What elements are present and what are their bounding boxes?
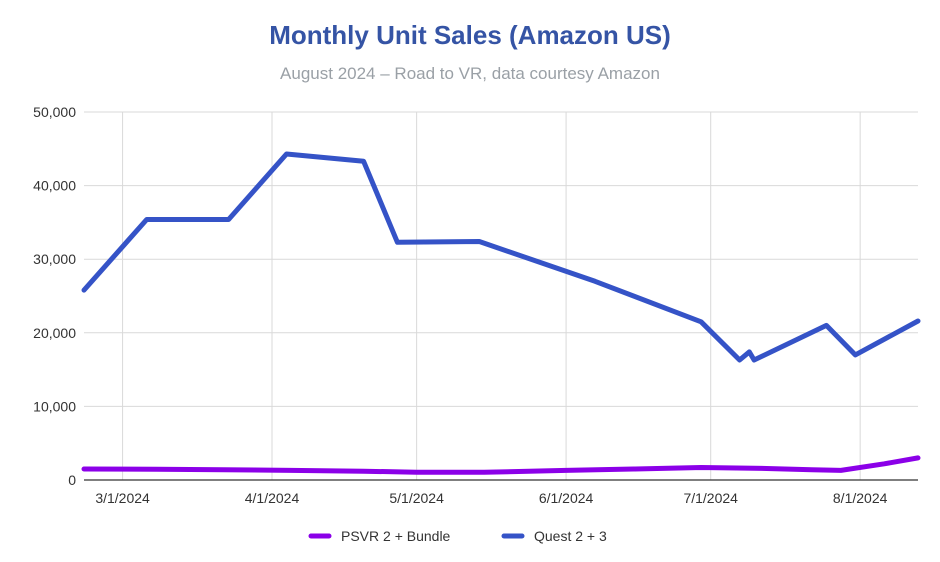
data-point xyxy=(395,240,400,245)
x-tick-label: 4/1/2024 xyxy=(245,490,300,506)
data-point xyxy=(593,279,598,284)
y-tick-label: 10,000 xyxy=(33,398,76,414)
data-point xyxy=(809,467,814,472)
legend: PSVR 2 + Bundle Quest 2 + 3 xyxy=(308,528,607,544)
x-tick-label: 7/1/2024 xyxy=(683,490,738,506)
data-point xyxy=(631,467,636,472)
data-point xyxy=(82,288,87,293)
data-point xyxy=(221,467,226,472)
data-point xyxy=(882,461,887,466)
y-tick-label: 0 xyxy=(68,472,76,488)
data-point xyxy=(752,358,757,363)
data-point xyxy=(82,467,87,472)
series-line-1 xyxy=(81,455,921,475)
y-tick-label: 40,000 xyxy=(33,178,76,194)
data-point xyxy=(144,217,149,222)
y-tick-label: 30,000 xyxy=(33,251,76,267)
data-point xyxy=(853,352,858,357)
data-point xyxy=(824,323,829,328)
data-point xyxy=(226,217,231,222)
y-tick-label: 50,000 xyxy=(33,104,76,120)
data-point xyxy=(477,239,482,244)
y-axis-ticks: 0 10,000 20,000 30,000 40,000 50,000 xyxy=(33,104,76,488)
data-point xyxy=(564,468,569,473)
data-point xyxy=(737,358,742,363)
series-lines xyxy=(81,151,921,475)
chart-title: Monthly Unit Sales (Amazon US) xyxy=(269,20,671,50)
data-point xyxy=(916,319,921,324)
data-point xyxy=(289,468,294,473)
data-point xyxy=(838,468,843,473)
data-point xyxy=(752,466,757,471)
data-point xyxy=(414,470,419,475)
x-tick-label: 3/1/2024 xyxy=(95,490,150,506)
data-point xyxy=(284,152,289,157)
data-point xyxy=(361,469,366,474)
x-tick-label: 6/1/2024 xyxy=(539,490,594,506)
data-point xyxy=(154,467,159,472)
data-point xyxy=(699,465,704,470)
data-point xyxy=(699,319,704,324)
x-tick-label: 8/1/2024 xyxy=(833,490,888,506)
x-axis-ticks: 3/1/2024 4/1/2024 5/1/2024 6/1/2024 7/1/2024… xyxy=(95,490,887,506)
legend-label: PSVR 2 + Bundle xyxy=(341,528,451,544)
legend-label: Quest 2 + 3 xyxy=(534,528,607,544)
chart-subtitle: August 2024 – Road to VR, data courtesy … xyxy=(280,64,660,83)
x-tick-label: 5/1/2024 xyxy=(389,490,444,506)
y-tick-label: 20,000 xyxy=(33,325,76,341)
data-point xyxy=(916,455,921,460)
data-point xyxy=(747,349,752,354)
grid xyxy=(84,111,918,481)
data-point xyxy=(361,159,366,164)
series-line-2 xyxy=(81,151,921,363)
data-point xyxy=(482,470,487,475)
